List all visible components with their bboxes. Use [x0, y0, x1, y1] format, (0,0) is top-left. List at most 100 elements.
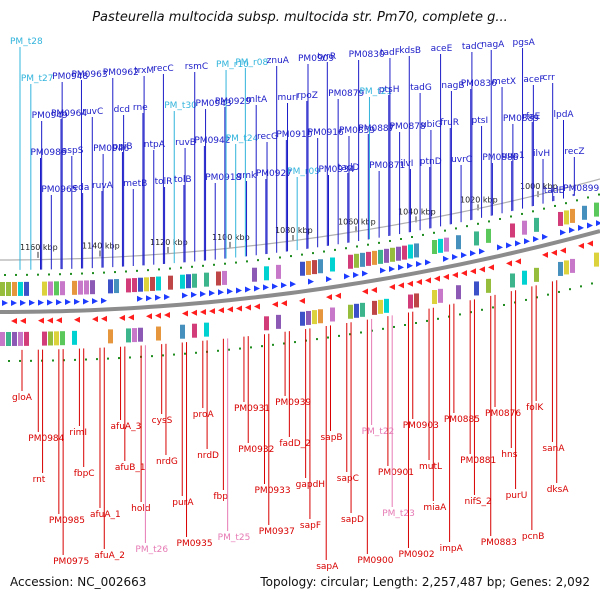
gene-label: miaA: [423, 503, 447, 513]
forward-cds-arrow: [101, 297, 107, 304]
gene-label: PM0903: [403, 421, 439, 431]
reverse-cds-arrow: [56, 317, 62, 324]
forward-cds-arrow: [200, 291, 206, 297]
tick-label: 1040 kbp: [398, 207, 436, 216]
reverse-cds-arrow: [101, 315, 107, 322]
reverse-cds-arrow: [434, 275, 440, 282]
reverse-cds-arrow: [245, 304, 251, 311]
reverse-gene: PM0881: [460, 300, 496, 466]
forward-cds-arrow: [146, 295, 152, 302]
reverse-gene: PM0901: [378, 316, 414, 478]
reverse-gene: PM0931: [234, 336, 270, 414]
gene-label: tadF: [380, 48, 400, 58]
forward-gene: ilvH: [533, 149, 550, 204]
tick-label: 1100 kbp: [212, 233, 250, 242]
cog-block: [126, 328, 131, 343]
cog-block: [372, 300, 377, 315]
forward-gene: ruvA: [92, 181, 114, 268]
reverse-cds-arrow: [146, 313, 152, 320]
tick-dot: [477, 222, 479, 225]
reverse-gene: hns: [501, 291, 518, 460]
forward-gene: PM0887: [358, 124, 394, 240]
tick-label: 1020 kbp: [460, 195, 498, 204]
forward-cds-arrow: [38, 299, 44, 306]
gene-label: tadC: [462, 42, 483, 52]
backbone-arc: [0, 229, 600, 314]
tick-dot: [235, 261, 237, 264]
cog-block: [312, 260, 317, 275]
forward-gene: metB: [123, 179, 147, 267]
reverse-gene: PM0932: [238, 336, 274, 455]
reverse-cds-arrow: [515, 258, 521, 265]
cog-block: [360, 302, 365, 317]
gene-label: hold: [131, 504, 150, 514]
tick-dot: [114, 271, 116, 274]
cog-block: [330, 307, 335, 322]
tick-dot: [382, 327, 384, 330]
gene-label: PM_t23: [382, 509, 415, 519]
reverse-gene: PM0939: [275, 331, 311, 408]
forward-cds-arrow: [47, 299, 53, 306]
cog-block: [18, 281, 23, 296]
forward-cds-arrow: [227, 288, 233, 295]
gene-label: nagA: [481, 40, 505, 50]
forward-cds-arrow: [191, 291, 197, 298]
forward-gene: ruvB: [175, 138, 196, 263]
tick-dot: [356, 245, 358, 248]
cog-block: [24, 331, 29, 346]
forward-gene: lpdA: [554, 110, 574, 199]
reverse-cds-arrow: [461, 270, 467, 277]
backbone: [0, 178, 600, 314]
tick-dot: [290, 255, 292, 258]
tick-dot: [19, 359, 21, 362]
cog-block: [534, 217, 539, 232]
tick-dot: [301, 253, 303, 256]
forward-gene: aspS: [62, 146, 84, 269]
forward-cds-arrow: [398, 264, 404, 271]
cog-block: [300, 311, 305, 326]
cog-block: [306, 310, 311, 325]
tick-label: 1080 kbp: [275, 226, 313, 235]
tick-dot: [587, 196, 589, 199]
cog-block: [570, 258, 575, 273]
forward-gene: ptnD: [420, 157, 442, 229]
cog-block: [312, 310, 317, 325]
cog-block: [186, 274, 191, 289]
cog-block: [132, 328, 137, 343]
gene-label: PM_r09: [287, 167, 320, 177]
gene-label: PM0836: [461, 79, 497, 89]
forward-gene: rsmC: [185, 62, 208, 262]
tick-dot: [195, 351, 197, 354]
gene-label: ptnD: [420, 157, 442, 167]
gene-label: impA: [440, 544, 464, 554]
tick-dot: [246, 260, 248, 263]
tick-label: 1000 kbp: [520, 182, 558, 191]
reverse-gene: pcnB: [522, 286, 544, 542]
gene-label: PM0879: [328, 89, 364, 99]
cog-block: [366, 251, 371, 266]
forward-cds-arrow: [407, 262, 413, 269]
reverse-gene-labels: gloAPM0984rntPM0985PM0975rimIfbpCafuA_1a…: [12, 280, 569, 572]
cog-block: [12, 331, 17, 346]
gene-label: PM0962: [103, 68, 139, 78]
tick-dot: [151, 355, 153, 358]
cog-block: [408, 244, 413, 259]
cog-block: [276, 314, 281, 329]
gene-label: sapD: [341, 515, 364, 525]
cog-block: [72, 330, 77, 345]
forward-gene: tolB: [174, 175, 192, 263]
cog-block: [252, 267, 257, 282]
gene-label: sapF: [300, 521, 321, 531]
reverse-gene: PM_t25: [218, 338, 250, 543]
cog-block: [438, 288, 443, 303]
forward-cds-arrow: [56, 299, 62, 306]
reverse-gene: PM_t22: [362, 318, 394, 437]
gene-label: nifS_2: [464, 497, 491, 507]
forward-gene: trxM: [134, 66, 154, 266]
forward-gene: PM0946: [93, 144, 129, 268]
reverse-gene: rimI: [69, 348, 87, 438]
reverse-gene: sapB: [320, 325, 343, 443]
cog-block: [384, 298, 389, 313]
forward-gene: ubiG: [421, 120, 442, 229]
gene-label: PM0975: [53, 557, 89, 567]
